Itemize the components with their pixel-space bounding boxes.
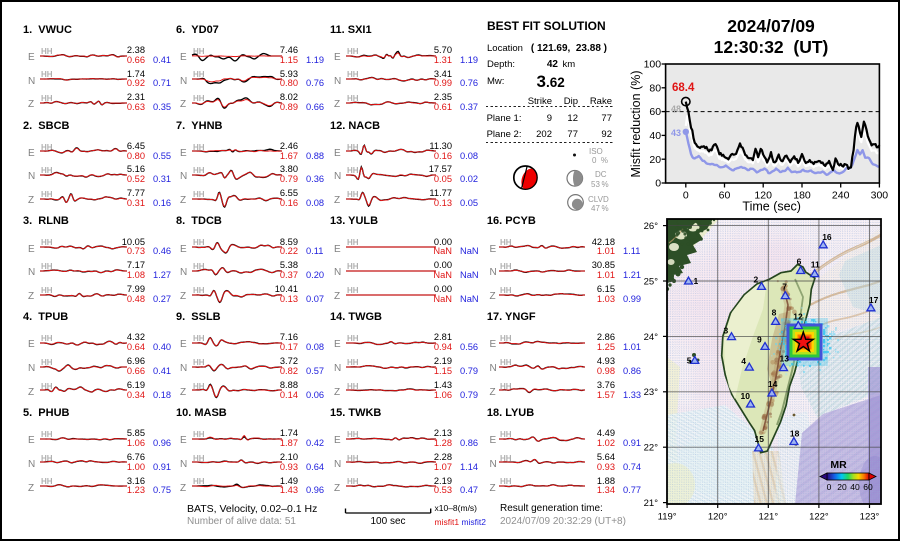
svg-text:12: 12: [793, 312, 803, 322]
svg-text:0: 0: [683, 190, 689, 202]
svg-text:10: 10: [741, 391, 751, 401]
svg-text:68.4: 68.4: [672, 82, 695, 94]
svg-text:119°: 119°: [658, 512, 677, 523]
svg-text:9: 9: [757, 334, 762, 344]
svg-text:0: 0: [655, 178, 661, 190]
svg-text:3: 3: [724, 326, 729, 336]
svg-text:300: 300: [871, 190, 889, 202]
svg-text:43: 43: [671, 128, 681, 138]
svg-text:240: 240: [832, 190, 850, 202]
svg-text:2: 2: [754, 274, 759, 284]
svg-text:122°: 122°: [809, 512, 829, 523]
svg-text:6: 6: [797, 257, 802, 267]
svg-text:21°: 21°: [644, 498, 659, 509]
svg-text:0: 0: [827, 482, 832, 492]
svg-text:40: 40: [649, 130, 661, 142]
svg-text:180: 180: [793, 190, 811, 202]
svg-text:20: 20: [649, 154, 661, 166]
svg-text:MR: MR: [830, 459, 847, 471]
svg-text:7: 7: [782, 282, 787, 292]
svg-text:16: 16: [822, 232, 832, 242]
svg-text:40: 40: [850, 482, 860, 492]
svg-text:Misfit reduction (%): Misfit reduction (%): [629, 71, 643, 178]
svg-text:5: 5: [687, 355, 692, 365]
svg-text:121°: 121°: [758, 512, 778, 523]
svg-text:123°: 123°: [860, 512, 880, 523]
svg-text:80: 80: [649, 82, 661, 94]
svg-text:11: 11: [811, 260, 820, 270]
svg-text:14: 14: [768, 379, 778, 389]
svg-text:25°: 25°: [644, 276, 659, 287]
svg-text:18: 18: [790, 429, 800, 439]
svg-text:24°: 24°: [644, 332, 659, 343]
svg-text:22°: 22°: [644, 443, 659, 454]
svg-text:60: 60: [719, 190, 731, 202]
svg-text:17: 17: [869, 295, 879, 305]
svg-text:26°: 26°: [644, 221, 659, 232]
svg-text:60: 60: [863, 482, 873, 492]
svg-text:60: 60: [649, 106, 661, 118]
svg-text:8: 8: [772, 307, 777, 317]
svg-text:23°: 23°: [644, 387, 659, 398]
svg-text:20: 20: [837, 482, 847, 492]
svg-text:120: 120: [754, 190, 772, 202]
svg-text:13: 13: [780, 354, 790, 364]
svg-text:100: 100: [644, 59, 662, 71]
svg-text:4: 4: [741, 356, 746, 366]
svg-text:48: 48: [671, 104, 681, 114]
svg-text:1: 1: [694, 276, 699, 286]
svg-text:120°: 120°: [708, 512, 728, 523]
svg-text:15: 15: [755, 434, 765, 444]
svg-text:Time (sec): Time (sec): [742, 200, 801, 214]
